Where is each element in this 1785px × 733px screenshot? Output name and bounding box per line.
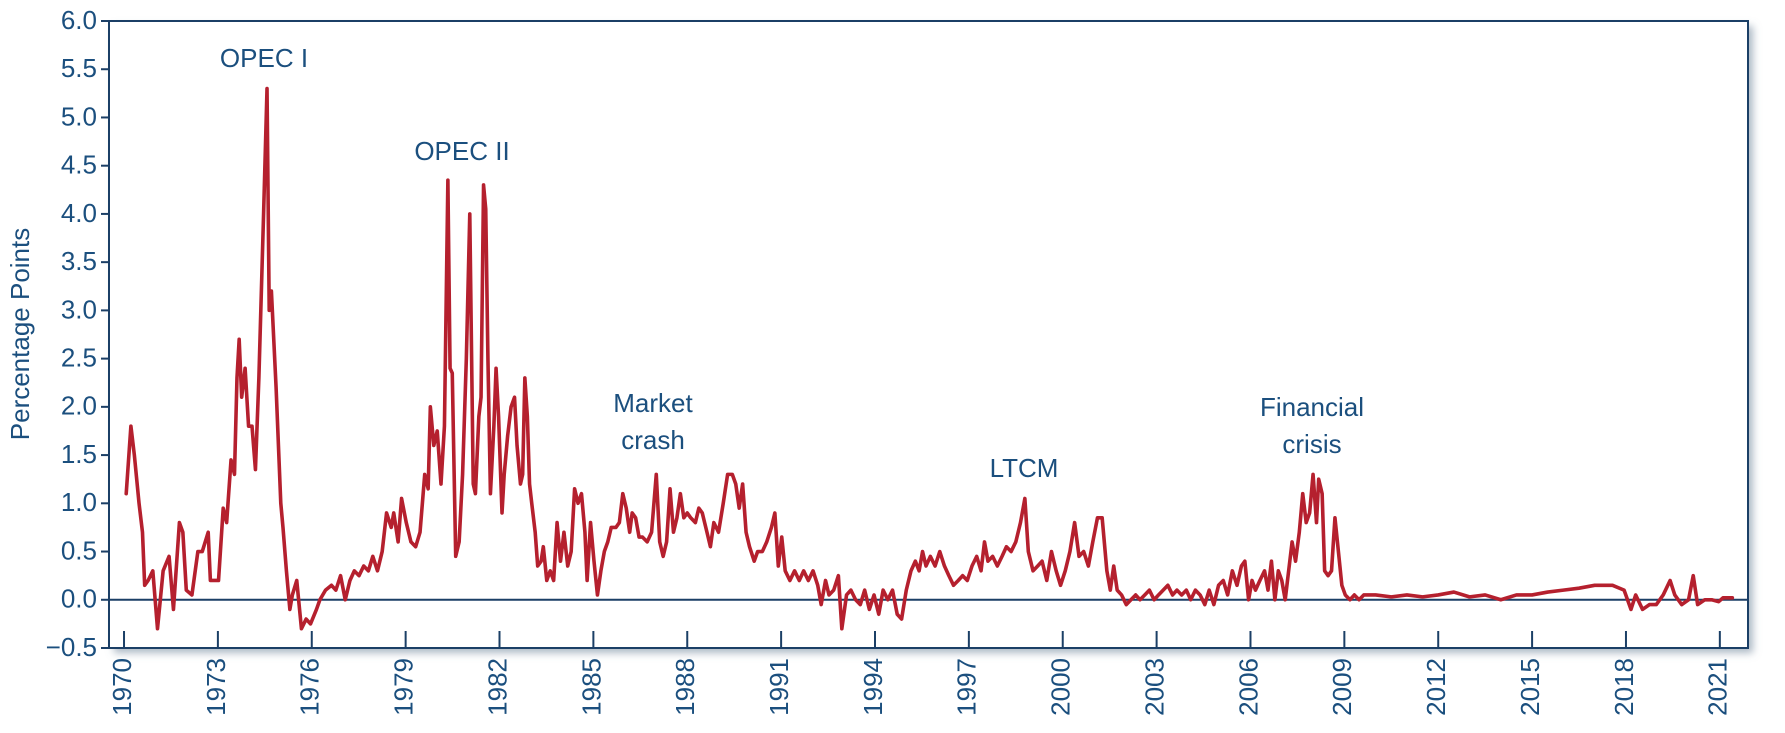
- x-tick-label: 1988: [670, 658, 700, 716]
- annotation: OPEC I: [220, 43, 308, 73]
- x-tick-label: 2015: [1515, 658, 1545, 716]
- annotation: OPEC II: [414, 136, 509, 166]
- y-axis-label: Percentage Points: [5, 228, 35, 440]
- plot-frame: [108, 20, 1749, 649]
- x-tick-label: 2018: [1609, 658, 1639, 716]
- x-tick-label: 2006: [1233, 658, 1263, 716]
- x-tick-label: 2009: [1327, 658, 1357, 716]
- x-tick-label: 1985: [576, 658, 606, 716]
- y-tick-label: 4.5: [61, 150, 97, 180]
- annotation: Financial: [1260, 392, 1364, 422]
- y-tick-label: 1.5: [61, 439, 97, 469]
- x-tick-label: 2012: [1421, 658, 1451, 716]
- y-tick-label: 6.0: [61, 5, 97, 35]
- y-tick-label: 0.5: [61, 535, 97, 565]
- x-tick-label: 1991: [764, 658, 794, 716]
- x-tick-label: 1973: [201, 658, 231, 716]
- plot-background: [109, 21, 1748, 648]
- annotation: crisis: [1282, 429, 1341, 459]
- x-tick-label: 1979: [389, 658, 419, 716]
- x-tick-label: 1970: [107, 658, 137, 716]
- y-tick-label: 4.0: [61, 198, 97, 228]
- annotation: Market: [613, 388, 693, 418]
- annotation: crash: [621, 425, 685, 455]
- x-tick-label: 2003: [1139, 658, 1169, 716]
- y-tick-label: 0.0: [61, 584, 97, 614]
- y-tick-label: 5.5: [61, 53, 97, 83]
- y-tick-label: 2.5: [61, 342, 97, 372]
- x-tick-label: 1982: [482, 658, 512, 716]
- y-tick-label: 1.0: [61, 487, 97, 517]
- x-tick-label: 2000: [1046, 658, 1076, 716]
- annotation: LTCM: [990, 453, 1059, 483]
- y-tick-label: 3.0: [61, 294, 97, 324]
- y-tick-label: 2.0: [61, 391, 97, 421]
- y-tick-label: 3.5: [61, 246, 97, 276]
- x-tick-label: 1997: [952, 658, 982, 716]
- data-line: [124, 86, 1735, 631]
- y-tick-label: −0.5: [46, 632, 97, 662]
- x-tick-label: 1976: [295, 658, 325, 716]
- x-tick-label: 1994: [858, 658, 888, 716]
- y-tick-label: 5.0: [61, 101, 97, 131]
- x-tick-label: 2021: [1703, 658, 1733, 716]
